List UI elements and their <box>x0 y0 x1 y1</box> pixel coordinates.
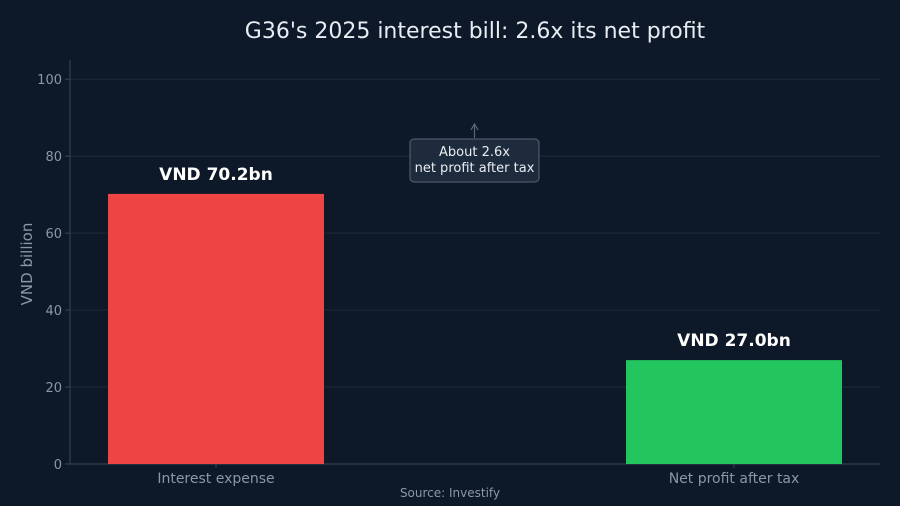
y-axis-label: VND billion <box>18 223 36 306</box>
annotation-arrow-head <box>470 122 479 131</box>
x-tick-label: Interest expense <box>157 471 274 487</box>
y-axis-ticks: 0 20 40 60 80 100 <box>37 73 70 473</box>
x-axis-ticks: Interest expense Net profit after tax <box>157 464 799 487</box>
bar <box>626 360 842 464</box>
y-tick-label: 40 <box>45 304 62 319</box>
y-tick-label: 60 <box>45 227 62 242</box>
bar <box>108 193 324 464</box>
x-tick-label: Net profit after tax <box>669 471 800 487</box>
y-tick-label: 20 <box>45 381 62 396</box>
annotation-box <box>409 138 540 183</box>
source-note: Source: Investify <box>400 486 500 500</box>
annotation-text: About 2.6x <box>439 145 510 160</box>
bars: VND 70.2bn VND 27.0bn <box>108 165 842 464</box>
data-label: VND 70.2bn <box>159 165 273 185</box>
y-tick-label: 100 <box>37 73 62 88</box>
chart-title: G36's 2025 interest bill: 2.6x its net p… <box>245 19 706 44</box>
y-tick-label: 0 <box>54 458 62 473</box>
y-tick-label: 80 <box>45 150 62 165</box>
data-label: VND 27.0bn <box>677 331 791 351</box>
annotation-text: net profit after tax <box>415 161 535 176</box>
